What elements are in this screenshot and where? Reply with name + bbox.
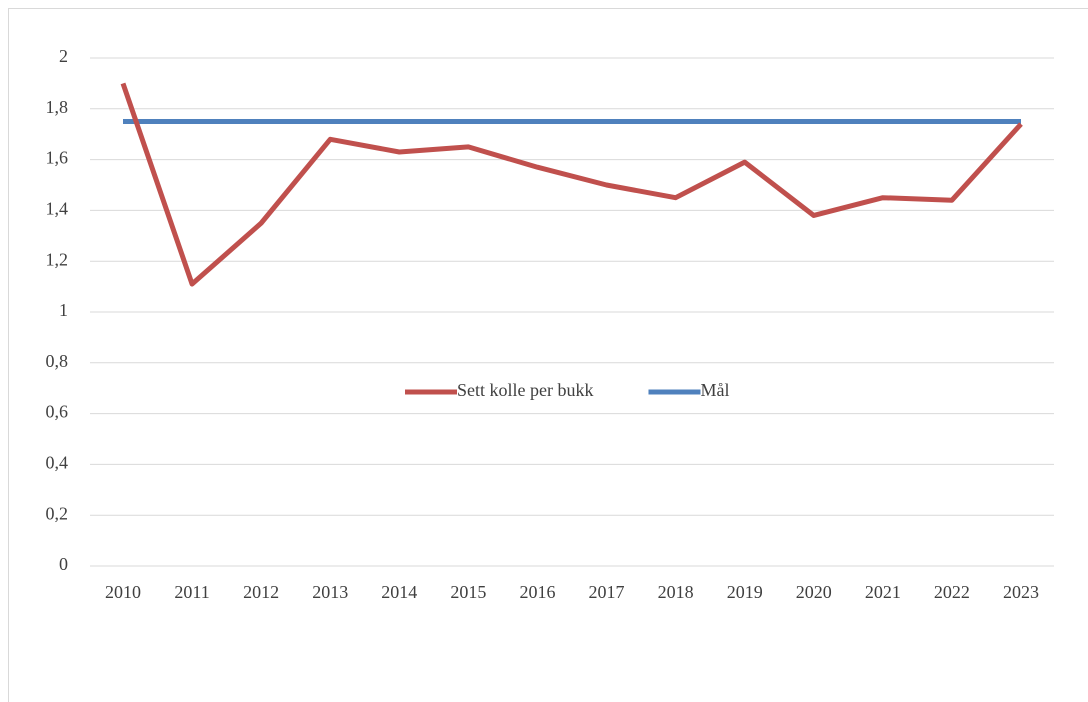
x-tick-label: 2010: [105, 582, 141, 602]
x-tick-label: 2011: [174, 582, 209, 602]
x-tick-label: 2023: [1003, 582, 1039, 602]
x-tick-label: 2016: [519, 582, 555, 602]
chart-border: [8, 8, 1088, 702]
x-tick-label: 2015: [450, 582, 486, 602]
legend-label: Sett kolle per bukk: [457, 380, 593, 400]
x-tick-label: 2017: [589, 582, 625, 602]
y-tick-label: 1,4: [46, 199, 69, 219]
series-line: [120, 82, 1023, 287]
y-tick-label: 0,4: [46, 453, 69, 473]
x-tick-label: 2013: [312, 582, 348, 602]
y-tick-label: 1,2: [46, 249, 69, 269]
x-tick-label: 2014: [381, 582, 417, 602]
y-tick-label: 0: [59, 554, 68, 574]
y-tick-label: 1,8: [46, 97, 69, 117]
y-tick-label: 0,8: [46, 351, 69, 371]
x-tick-label: 2018: [658, 582, 694, 602]
y-tick-label: 1: [59, 300, 68, 320]
x-tick-label: 2021: [865, 582, 901, 602]
x-tick-label: 2019: [727, 582, 763, 602]
y-tick-label: 2: [59, 46, 68, 66]
y-tick-label: 1,6: [46, 148, 69, 168]
x-tick-label: 2012: [243, 582, 279, 602]
y-tick-label: 0,6: [46, 402, 69, 422]
x-tick-label: 2020: [796, 582, 832, 602]
y-tick-label: 0,2: [46, 503, 69, 523]
legend-label: Mål: [700, 380, 729, 400]
x-tick-label: 2022: [934, 582, 970, 602]
